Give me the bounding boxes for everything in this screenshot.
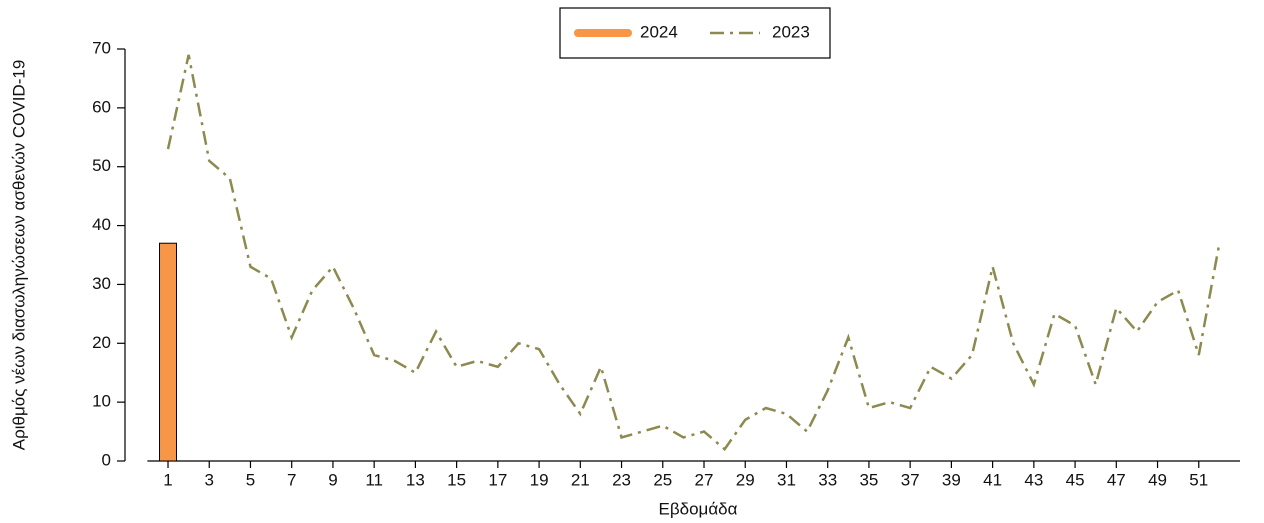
x-tick-label: 27: [695, 470, 714, 489]
line: [166, 54, 1221, 452]
x-tick-label: 47: [1107, 470, 1126, 489]
y-tick-label: 0: [102, 450, 111, 469]
x-tick-label: 5: [246, 470, 255, 489]
x-tick-label: 21: [571, 470, 590, 489]
bar: [159, 242, 178, 462]
x-tick-label: 45: [1066, 470, 1085, 489]
x-tick-label: 11: [365, 470, 383, 489]
x-tick-label: 15: [447, 470, 466, 489]
y-tick-label: 10: [92, 392, 111, 411]
x-tick-label: 41: [983, 470, 1002, 489]
x-tick-label: 23: [612, 470, 631, 489]
x-tick-label: 31: [777, 470, 796, 489]
x-tick-label: 49: [1148, 470, 1167, 489]
x-tick-label: 13: [406, 470, 425, 489]
legend-label: 2023: [772, 22, 810, 41]
x-tick-label: 37: [901, 470, 920, 489]
x-tick-label: 43: [1024, 470, 1043, 489]
y-tick-label: 50: [92, 156, 111, 175]
x-tick-label: 19: [530, 470, 549, 489]
legend-label: 2024: [640, 22, 678, 41]
x-tick-label: 39: [942, 470, 961, 489]
x-tick-label: 29: [736, 470, 755, 489]
x-axis-title: Εβδομάδα: [659, 499, 738, 518]
y-tick-label: 70: [92, 38, 111, 57]
x-tick-label: 33: [818, 470, 837, 489]
x-tick-label: 3: [205, 470, 214, 489]
x-tick-label: 51: [1189, 470, 1208, 489]
x-tick-label: 17: [488, 470, 507, 489]
x-tick-label: 1: [163, 470, 172, 489]
y-tick-label: 60: [92, 97, 111, 116]
x-tick-label: 25: [653, 470, 672, 489]
x-tick-label: 35: [859, 470, 878, 489]
x-tick-label: 9: [328, 470, 337, 489]
y-tick-label: 30: [92, 274, 111, 293]
x-tick-label: 7: [287, 470, 296, 489]
y-tick-label: 40: [92, 215, 111, 234]
y-tick-label: 20: [92, 333, 111, 352]
y-axis-title: Αριθμός νέων διασωληνώσεων ασθενών COVID…: [9, 60, 28, 451]
